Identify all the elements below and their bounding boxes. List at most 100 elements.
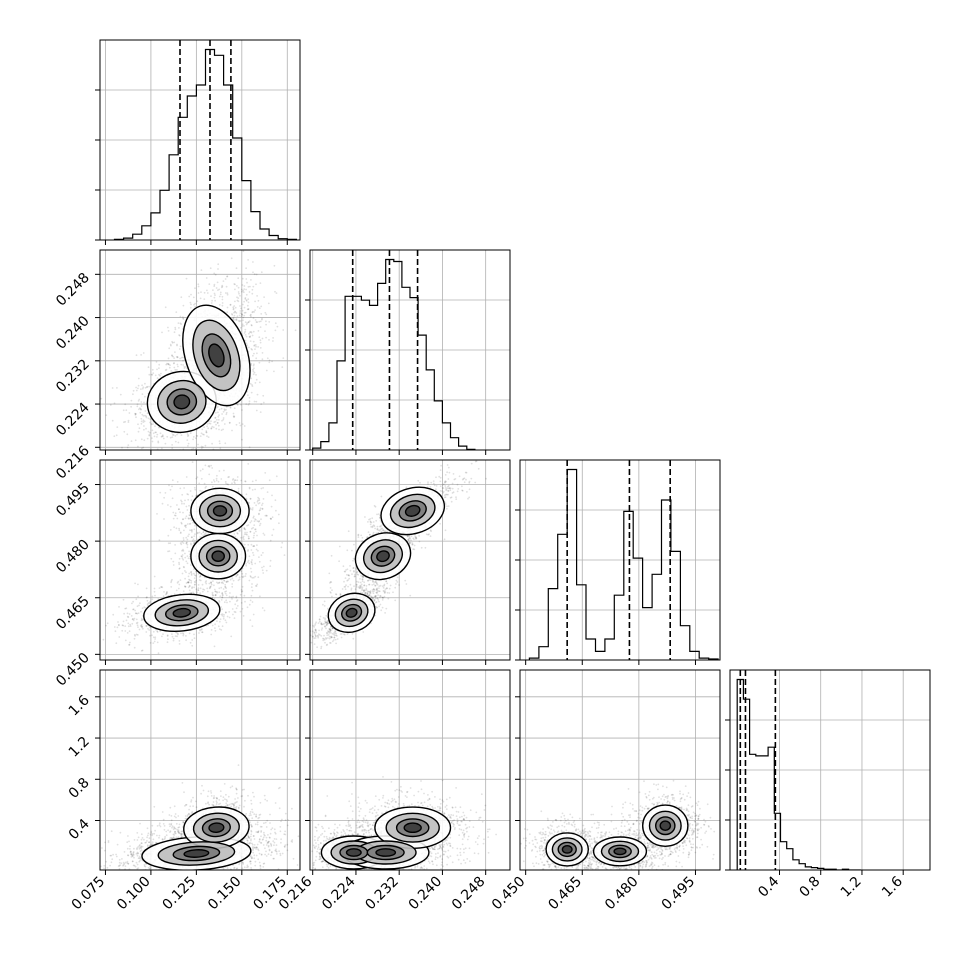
scatter-point <box>224 292 227 294</box>
scatter-point <box>344 588 347 591</box>
scatter-point <box>250 594 253 597</box>
scatter-point <box>226 275 228 278</box>
scatter-point <box>247 321 250 324</box>
scatter-point <box>213 285 216 287</box>
scatter-point <box>130 440 133 442</box>
scatter-point <box>135 354 138 357</box>
scatter-point <box>182 317 185 320</box>
scatter-point <box>250 571 253 573</box>
scatter-point <box>111 387 114 389</box>
scatter-point <box>253 532 256 534</box>
scatter-point <box>140 354 143 356</box>
scatter-point <box>221 625 224 628</box>
scatter-point <box>244 480 247 483</box>
scatter-point <box>245 497 248 500</box>
scatter-point <box>210 581 213 584</box>
scatter-point <box>206 435 208 437</box>
scatter-point <box>253 363 255 366</box>
contour-level-3 <box>172 607 192 618</box>
scatter-point <box>161 586 164 589</box>
scatter-point <box>171 635 174 638</box>
scatter-point <box>185 536 188 539</box>
scatter-point <box>224 278 227 280</box>
scatter-point <box>248 400 251 403</box>
scatter-point <box>140 623 143 626</box>
scatter-point <box>331 640 334 643</box>
scatter-point <box>256 295 258 297</box>
scatter-point <box>138 628 141 631</box>
scatter-point <box>244 311 247 314</box>
scatter-point <box>238 319 240 322</box>
scatter-point <box>198 579 201 581</box>
scatter-point <box>248 502 250 504</box>
scatter-point <box>209 585 212 588</box>
scatter-point <box>232 317 234 320</box>
scatter-point <box>228 421 231 424</box>
scatter-point <box>280 546 283 549</box>
scatter-point <box>256 544 258 546</box>
scatter-point <box>240 403 242 406</box>
scatter-point <box>182 539 185 541</box>
scatter-point <box>178 640 181 642</box>
scatter-point <box>265 369 268 372</box>
scatter-point <box>232 316 235 319</box>
scatter-point <box>361 589 363 591</box>
scatter-point <box>342 565 345 568</box>
scatter-point <box>249 285 251 288</box>
scatter-point <box>174 328 177 331</box>
scatter-point <box>184 585 187 588</box>
scatter-point <box>191 639 194 641</box>
scatter-point <box>188 550 191 553</box>
scatter-point <box>272 528 275 531</box>
scatter-point <box>195 495 197 497</box>
scatter-point <box>218 408 221 411</box>
scatter-point <box>219 291 222 294</box>
scatter-point <box>373 599 376 602</box>
scatter-point <box>142 414 145 417</box>
scatter-point <box>180 434 183 436</box>
scatter-point <box>357 581 360 583</box>
scatter-point <box>137 595 140 598</box>
scatter-point <box>361 588 364 590</box>
scatter-point <box>231 482 233 485</box>
scatter-point <box>240 479 243 482</box>
scatter-point <box>154 431 157 434</box>
scatter-point <box>164 369 167 372</box>
scatter-point <box>134 612 137 615</box>
scatter-point <box>247 463 250 465</box>
scatter-point <box>168 366 171 369</box>
scatter-point <box>376 513 378 516</box>
scatter-point <box>136 405 139 408</box>
scatter-point <box>413 548 416 551</box>
scatter-point <box>132 389 135 392</box>
scatter-point <box>168 347 171 350</box>
scatter-point <box>278 522 280 525</box>
scatter-point <box>445 486 447 489</box>
scatter-point <box>186 439 189 441</box>
scatter-point <box>254 575 257 578</box>
scatter-point <box>140 619 143 622</box>
scatter-point <box>234 300 236 303</box>
scatter-point <box>141 384 144 387</box>
scatter-point <box>259 522 262 525</box>
scatter-point <box>134 582 137 585</box>
scatter-point <box>191 586 194 589</box>
scatter-point <box>192 542 195 545</box>
scatter-point <box>233 479 236 482</box>
scatter-point <box>189 522 192 525</box>
scatter-point <box>215 287 218 289</box>
scatter-point <box>155 431 158 434</box>
scatter-point <box>248 603 251 606</box>
scatter-point <box>215 423 217 426</box>
scatter-point <box>153 590 156 593</box>
scatter-point <box>178 583 181 586</box>
scatter-point <box>211 485 214 488</box>
scatter-point <box>264 472 267 474</box>
scatter-point <box>179 532 182 534</box>
scatter-point <box>190 519 193 522</box>
scatter-point <box>148 434 151 437</box>
scatter-point <box>427 483 429 485</box>
scatter-point <box>201 631 203 633</box>
scatter-point <box>233 610 236 613</box>
scatter-point <box>250 576 252 578</box>
